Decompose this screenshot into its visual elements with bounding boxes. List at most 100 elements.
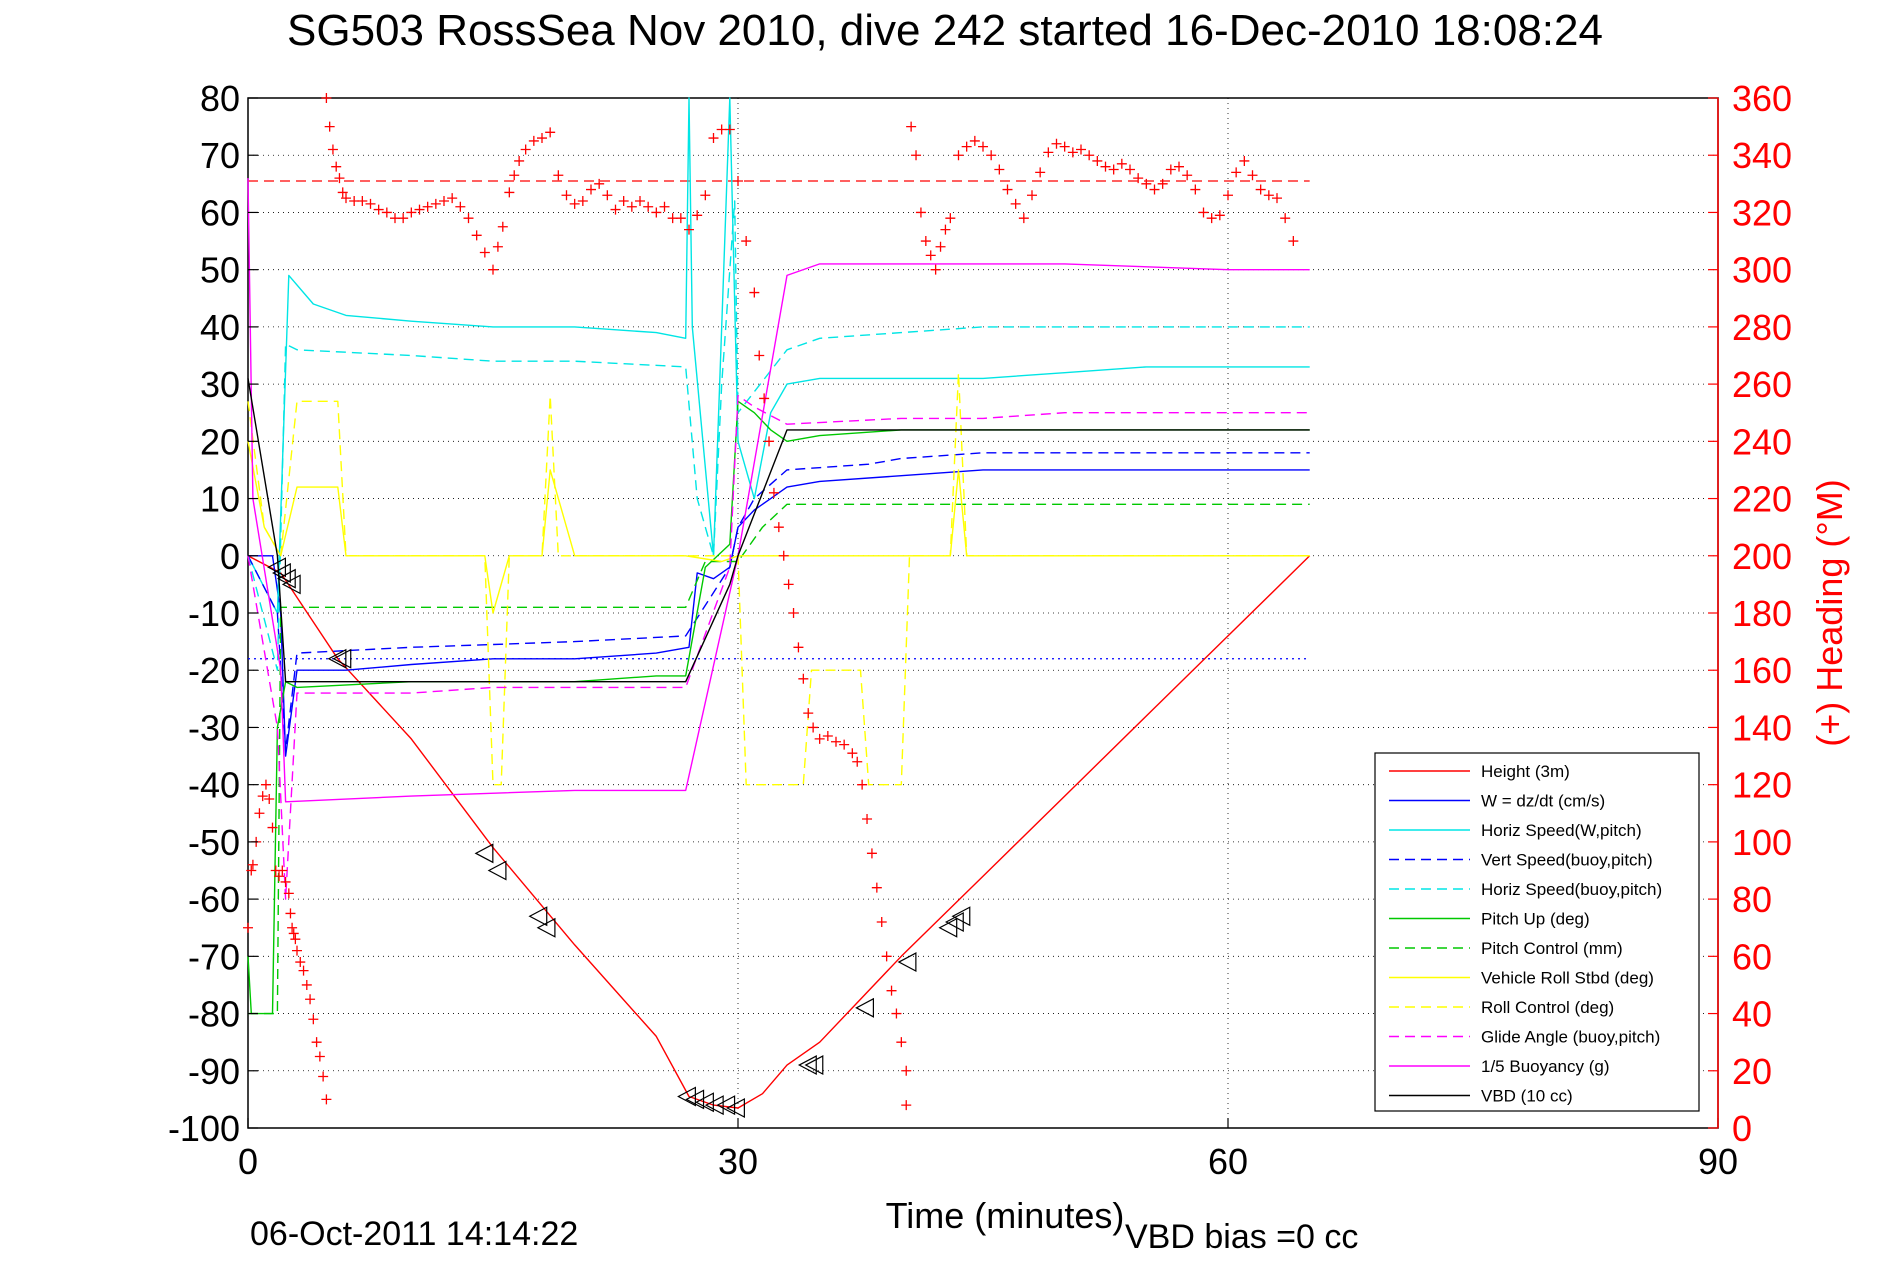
heading-marker	[930, 264, 941, 275]
heading-marker	[1280, 213, 1291, 224]
heading-marker	[635, 196, 645, 206]
heading-marker	[978, 141, 988, 152]
triangle-marker	[716, 1095, 736, 1116]
heading-marker	[839, 739, 850, 750]
heading-marker	[891, 1008, 902, 1019]
footer-vbd-bias: VBD bias =0 cc	[1125, 1218, 1358, 1256]
x-tick-label: 90	[1698, 1141, 1738, 1182]
y-axis-right-ticks: 3603403203002802602402202001801601401201…	[1708, 78, 1792, 1149]
heading-marker	[871, 882, 882, 893]
heading-marker	[1255, 184, 1266, 195]
heading-marker	[749, 287, 760, 298]
heading-marker	[1010, 198, 1021, 209]
heading-marker	[961, 141, 972, 152]
heading-marker	[318, 1071, 329, 1082]
heading-marker	[1141, 178, 1152, 189]
triangle-marker	[474, 843, 494, 864]
heading-marker	[321, 93, 332, 103]
heading-marker	[439, 196, 449, 206]
series-line-horiz-speed-buoy-pitch	[247, 200, 1310, 671]
heading-marker	[594, 178, 605, 189]
y-tick-label: 80	[200, 78, 240, 119]
heading-marker	[1263, 190, 1274, 201]
heading-marker	[778, 550, 789, 561]
heading-marker	[793, 642, 804, 653]
heading-marker	[520, 144, 531, 155]
heading-marker	[274, 871, 285, 882]
heading-marker	[610, 204, 621, 215]
y-right-tick-label: 300	[1732, 250, 1792, 291]
heading-marker	[920, 236, 931, 247]
heading-marker	[1043, 147, 1054, 158]
heading-marker	[659, 201, 670, 212]
y-tick-label: 70	[200, 135, 240, 176]
heading-marker	[471, 230, 482, 241]
heading-marker	[1059, 141, 1070, 152]
triangle-marker	[951, 906, 971, 927]
y-right-tick-label: 220	[1732, 479, 1792, 520]
heading-marker	[488, 264, 498, 275]
heading-marker	[280, 876, 291, 887]
heading-marker	[1084, 150, 1095, 161]
heading-marker	[1108, 164, 1119, 175]
heading-marker	[1231, 167, 1242, 178]
heading-marker	[311, 1037, 322, 1048]
heading-marker	[651, 207, 662, 218]
x-tick-label: 30	[718, 1141, 758, 1182]
y-tick-label: -40	[188, 765, 240, 806]
heading-marker	[700, 190, 711, 201]
heading-marker	[764, 436, 775, 447]
heading-marker	[254, 808, 265, 819]
heading-marker	[257, 791, 268, 802]
heading-marker	[406, 207, 417, 218]
heading-marker	[724, 124, 735, 135]
y-tick-label: -20	[188, 650, 240, 691]
y-right-tick-label: 280	[1732, 307, 1792, 348]
triangle-marker	[272, 562, 291, 583]
heading-marker	[455, 201, 466, 212]
heading-marker	[1157, 178, 1168, 189]
heading-marker	[1051, 138, 1062, 149]
heading-marker	[1239, 155, 1250, 166]
heading-marker	[277, 865, 288, 876]
y-right-tick-label: 20	[1732, 1051, 1772, 1092]
heading-marker	[298, 965, 309, 976]
y-tick-label: 10	[200, 479, 240, 520]
heading-marker	[1206, 213, 1217, 224]
heading-marker	[243, 922, 253, 933]
heading-marker	[994, 164, 1005, 175]
heading-marker	[915, 207, 926, 218]
heading-marker	[537, 133, 547, 144]
triangle-marker	[855, 997, 874, 1018]
legend-box	[1374, 752, 1700, 1112]
y-right-tick-label: 40	[1732, 994, 1772, 1035]
heading-marker	[1247, 170, 1258, 181]
y-tick-label: 30	[200, 364, 240, 405]
heading-marker	[514, 155, 525, 166]
heading-marker	[1116, 158, 1127, 169]
x-axis-ticks: 0 30 60 90	[238, 1118, 1738, 1182]
heading-marker	[1092, 155, 1103, 166]
triangle-marker	[797, 1055, 817, 1076]
heading-marker	[602, 190, 613, 201]
legend-label-horiz-speed-w-pitch: Horiz Speed(W,pitch)	[1481, 821, 1642, 840]
heading-marker	[866, 848, 877, 859]
heading-marker	[569, 198, 580, 209]
y-right-tick-label: 0	[1732, 1108, 1752, 1149]
legend-label-horiz-speed-buoy-pitch: Horiz Speed(buoy,pitch)	[1481, 880, 1662, 899]
y-right-tick-label: 140	[1732, 707, 1792, 748]
heading-marker	[692, 210, 703, 221]
y-tick-label: -30	[188, 707, 240, 748]
y-right-tick-label: 340	[1732, 135, 1792, 176]
y-right-tick-label: 200	[1732, 536, 1792, 577]
heading-marker	[986, 150, 997, 161]
heading-marker	[896, 1037, 907, 1048]
heading-marker	[285, 908, 296, 919]
y-tick-label: -50	[188, 822, 240, 863]
series-line-horiz-speed-w-pitch	[247, 97, 1310, 614]
heading-marker	[684, 224, 694, 235]
heading-marker	[321, 1094, 332, 1105]
triangle-marker	[897, 952, 917, 973]
heading-marker	[586, 184, 596, 195]
